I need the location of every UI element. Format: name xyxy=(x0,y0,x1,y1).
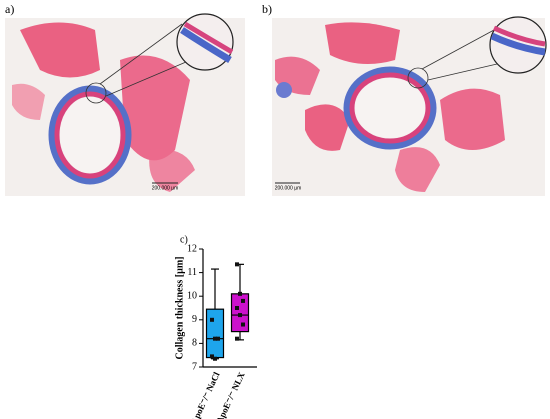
box xyxy=(205,308,225,359)
data-point xyxy=(238,313,242,318)
y-axis-label: Collagen thickness [µm] xyxy=(174,257,185,360)
histology-image-b xyxy=(272,16,547,196)
y-tick-label: 10 xyxy=(187,290,197,301)
y-tick-label: 11 xyxy=(187,267,197,278)
histology-image-a xyxy=(5,13,245,196)
x-tick-label: ApoE⁻/⁻ NaCl xyxy=(189,370,222,419)
y-tick-label: 9 xyxy=(192,314,197,325)
data-point xyxy=(235,306,239,310)
panel-label: a) xyxy=(5,2,14,16)
data-point xyxy=(210,317,214,322)
data-point xyxy=(235,262,239,267)
data-point xyxy=(210,354,214,359)
y-tick-label: 8 xyxy=(192,338,197,349)
data-point xyxy=(213,336,217,341)
y-tick-label: 12 xyxy=(187,243,197,254)
panel-label: c) xyxy=(180,234,188,245)
data-point xyxy=(241,298,245,303)
data-point xyxy=(241,322,245,327)
box xyxy=(230,293,250,333)
data-point xyxy=(238,291,242,296)
data-point xyxy=(213,356,217,361)
scale-bar-label: 200.000 µm xyxy=(275,185,302,191)
data-point xyxy=(235,336,239,341)
panel-label: b) xyxy=(262,2,272,16)
data-point xyxy=(216,336,220,341)
y-tick-label: 7 xyxy=(192,361,197,372)
scale-bar-label: 200.000 µm xyxy=(152,185,179,191)
